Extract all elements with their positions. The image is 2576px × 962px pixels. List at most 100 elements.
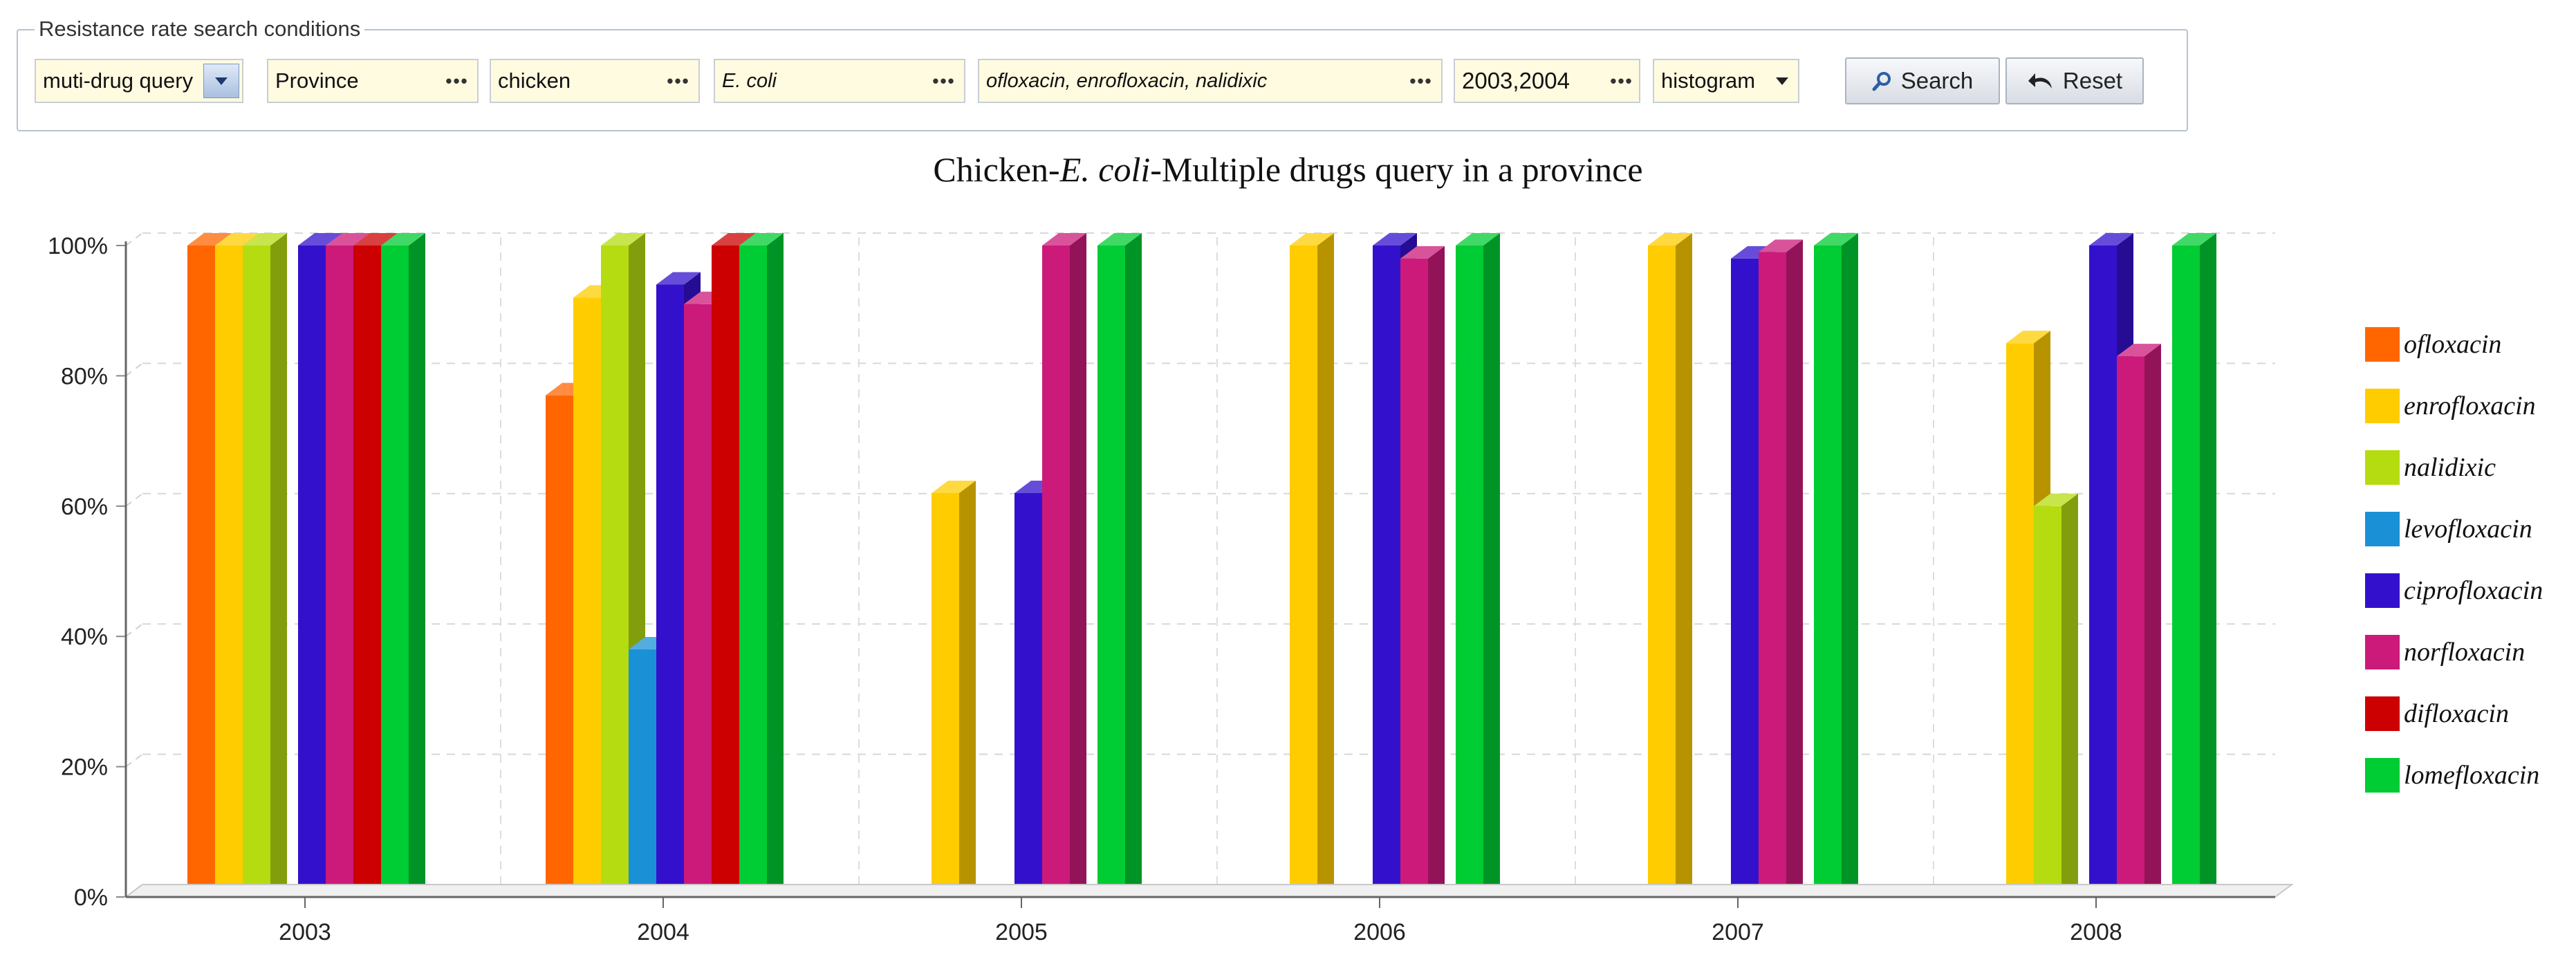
bar-front — [739, 246, 767, 897]
bar-front — [1290, 246, 1317, 897]
reset-button-label: Reset — [2062, 68, 2123, 93]
y-tick-label: 20% — [61, 755, 108, 781]
x-tick-label: 2005 — [995, 919, 1048, 945]
bar — [1290, 233, 1334, 897]
legend-item[interactable]: ofloxacin — [2365, 325, 2501, 364]
bar-top — [1097, 233, 1142, 246]
bar-front — [1400, 258, 1428, 898]
query-type-dropdown-button[interactable] — [203, 64, 239, 98]
grid-line — [125, 492, 143, 507]
x-tick-label: 2006 — [1353, 919, 1406, 945]
bar-side — [2061, 493, 2078, 897]
bar — [381, 233, 425, 897]
bar-side — [1842, 233, 1858, 897]
bar — [1400, 246, 1445, 898]
legend-item[interactable]: norfloxacin — [2365, 633, 2525, 672]
bar — [1042, 233, 1086, 897]
bar — [2117, 344, 2161, 897]
bar — [1456, 233, 1500, 897]
y-tick-label: 0% — [74, 885, 108, 911]
legend-swatch — [2365, 450, 2400, 485]
chart-type-select[interactable]: histogram — [1653, 59, 1799, 103]
bar-front — [573, 297, 601, 897]
bacteria-value: E. coli — [722, 69, 777, 92]
chart-axes: 0% 20% 40% 60% 80% 100% 2003 2004 2005 2006 2007 20… — [48, 233, 2294, 945]
bar-top — [2172, 233, 2216, 246]
bar-front — [1373, 246, 1400, 897]
bar-side — [1317, 233, 1334, 897]
more-icon[interactable]: ••• — [932, 70, 956, 91]
chart-floor — [124, 884, 2294, 898]
animal-value: chicken — [498, 68, 571, 93]
bar-top — [1373, 233, 1417, 246]
bar-top — [298, 233, 342, 246]
more-icon[interactable]: ••• — [1409, 70, 1433, 91]
bar-top — [1648, 233, 1692, 246]
chart-title-suffix: -Multiple drugs query in a province — [1150, 150, 1643, 189]
bar-front — [932, 492, 959, 897]
bar-top — [1759, 239, 1803, 252]
animal-field[interactable]: chicken ••• — [490, 59, 700, 103]
bar — [1097, 233, 1142, 897]
chart-title-prefix: Chicken- — [933, 150, 1060, 189]
legend-item[interactable]: difloxacin — [2365, 694, 2509, 733]
bar-front — [629, 649, 656, 897]
legend-swatch — [2365, 389, 2400, 423]
bar-front — [2089, 246, 2117, 897]
legend-label: nalidixic — [2404, 453, 2496, 482]
bar-front — [243, 246, 270, 897]
y-tick-label: 40% — [61, 624, 108, 650]
y-tick-label: 100% — [48, 233, 108, 259]
bar-side — [1070, 233, 1086, 897]
bar-front — [656, 284, 684, 897]
legend-item[interactable]: enrofloxacin — [2365, 387, 2536, 425]
bar-top — [2006, 331, 2050, 344]
search-button[interactable]: Search — [1845, 57, 2000, 104]
bar-top — [1456, 233, 1500, 246]
legend-swatch — [2365, 635, 2400, 669]
bar-front — [2006, 343, 2034, 897]
years-field[interactable]: 2003,2004 ••• — [1454, 59, 1640, 103]
bar-top — [381, 233, 425, 246]
bar-front — [298, 246, 326, 897]
query-type-select[interactable]: muti-drug query — [35, 59, 243, 103]
y-tick-label: 80% — [61, 363, 108, 389]
bar-side — [1125, 233, 1142, 897]
legend-item[interactable]: lomefloxacin — [2365, 756, 2539, 795]
bar — [739, 233, 784, 897]
bar-front — [2034, 506, 2061, 897]
bar-side — [1483, 233, 1500, 897]
legend-swatch — [2365, 758, 2400, 793]
bar — [1759, 239, 1803, 897]
bar-top — [1290, 233, 1334, 246]
reset-button[interactable]: Reset — [2005, 57, 2144, 104]
x-tick-label: 2003 — [279, 919, 331, 945]
bar-top — [187, 233, 232, 246]
legend-item[interactable]: levofloxacin — [2365, 510, 2532, 548]
bar-front — [546, 395, 573, 897]
legend-item[interactable]: ciprofloxacin — [2365, 571, 2543, 610]
bar-front — [712, 246, 739, 897]
region-value: Province — [275, 68, 359, 93]
legend-item[interactable]: nalidixic — [2365, 448, 2496, 487]
bacteria-field[interactable]: E. coli ••• — [714, 59, 965, 103]
x-tick-label: 2007 — [1712, 919, 1764, 945]
more-icon[interactable]: ••• — [667, 70, 690, 91]
drugs-field[interactable]: ofloxacin, enrofloxacin, nalidixic ••• — [978, 59, 1443, 103]
chart-grid — [125, 232, 2275, 898]
x-tick-label: 2008 — [2070, 919, 2122, 945]
bar-side — [1428, 246, 1445, 898]
bar-front — [1731, 258, 1759, 898]
more-icon[interactable]: ••• — [1610, 70, 1633, 91]
bar-front — [601, 246, 629, 897]
bar-front — [2172, 246, 2200, 897]
legend-label: lomefloxacin — [2404, 761, 2540, 790]
more-icon[interactable]: ••• — [445, 70, 469, 91]
search-button-label: Search — [1900, 68, 1974, 93]
bar — [1814, 233, 1858, 897]
bar-top — [243, 233, 287, 246]
bar-side — [959, 480, 976, 897]
bar-front — [353, 246, 381, 897]
chart-type-value: histogram — [1661, 68, 1756, 93]
region-field[interactable]: Province ••• — [267, 59, 479, 103]
